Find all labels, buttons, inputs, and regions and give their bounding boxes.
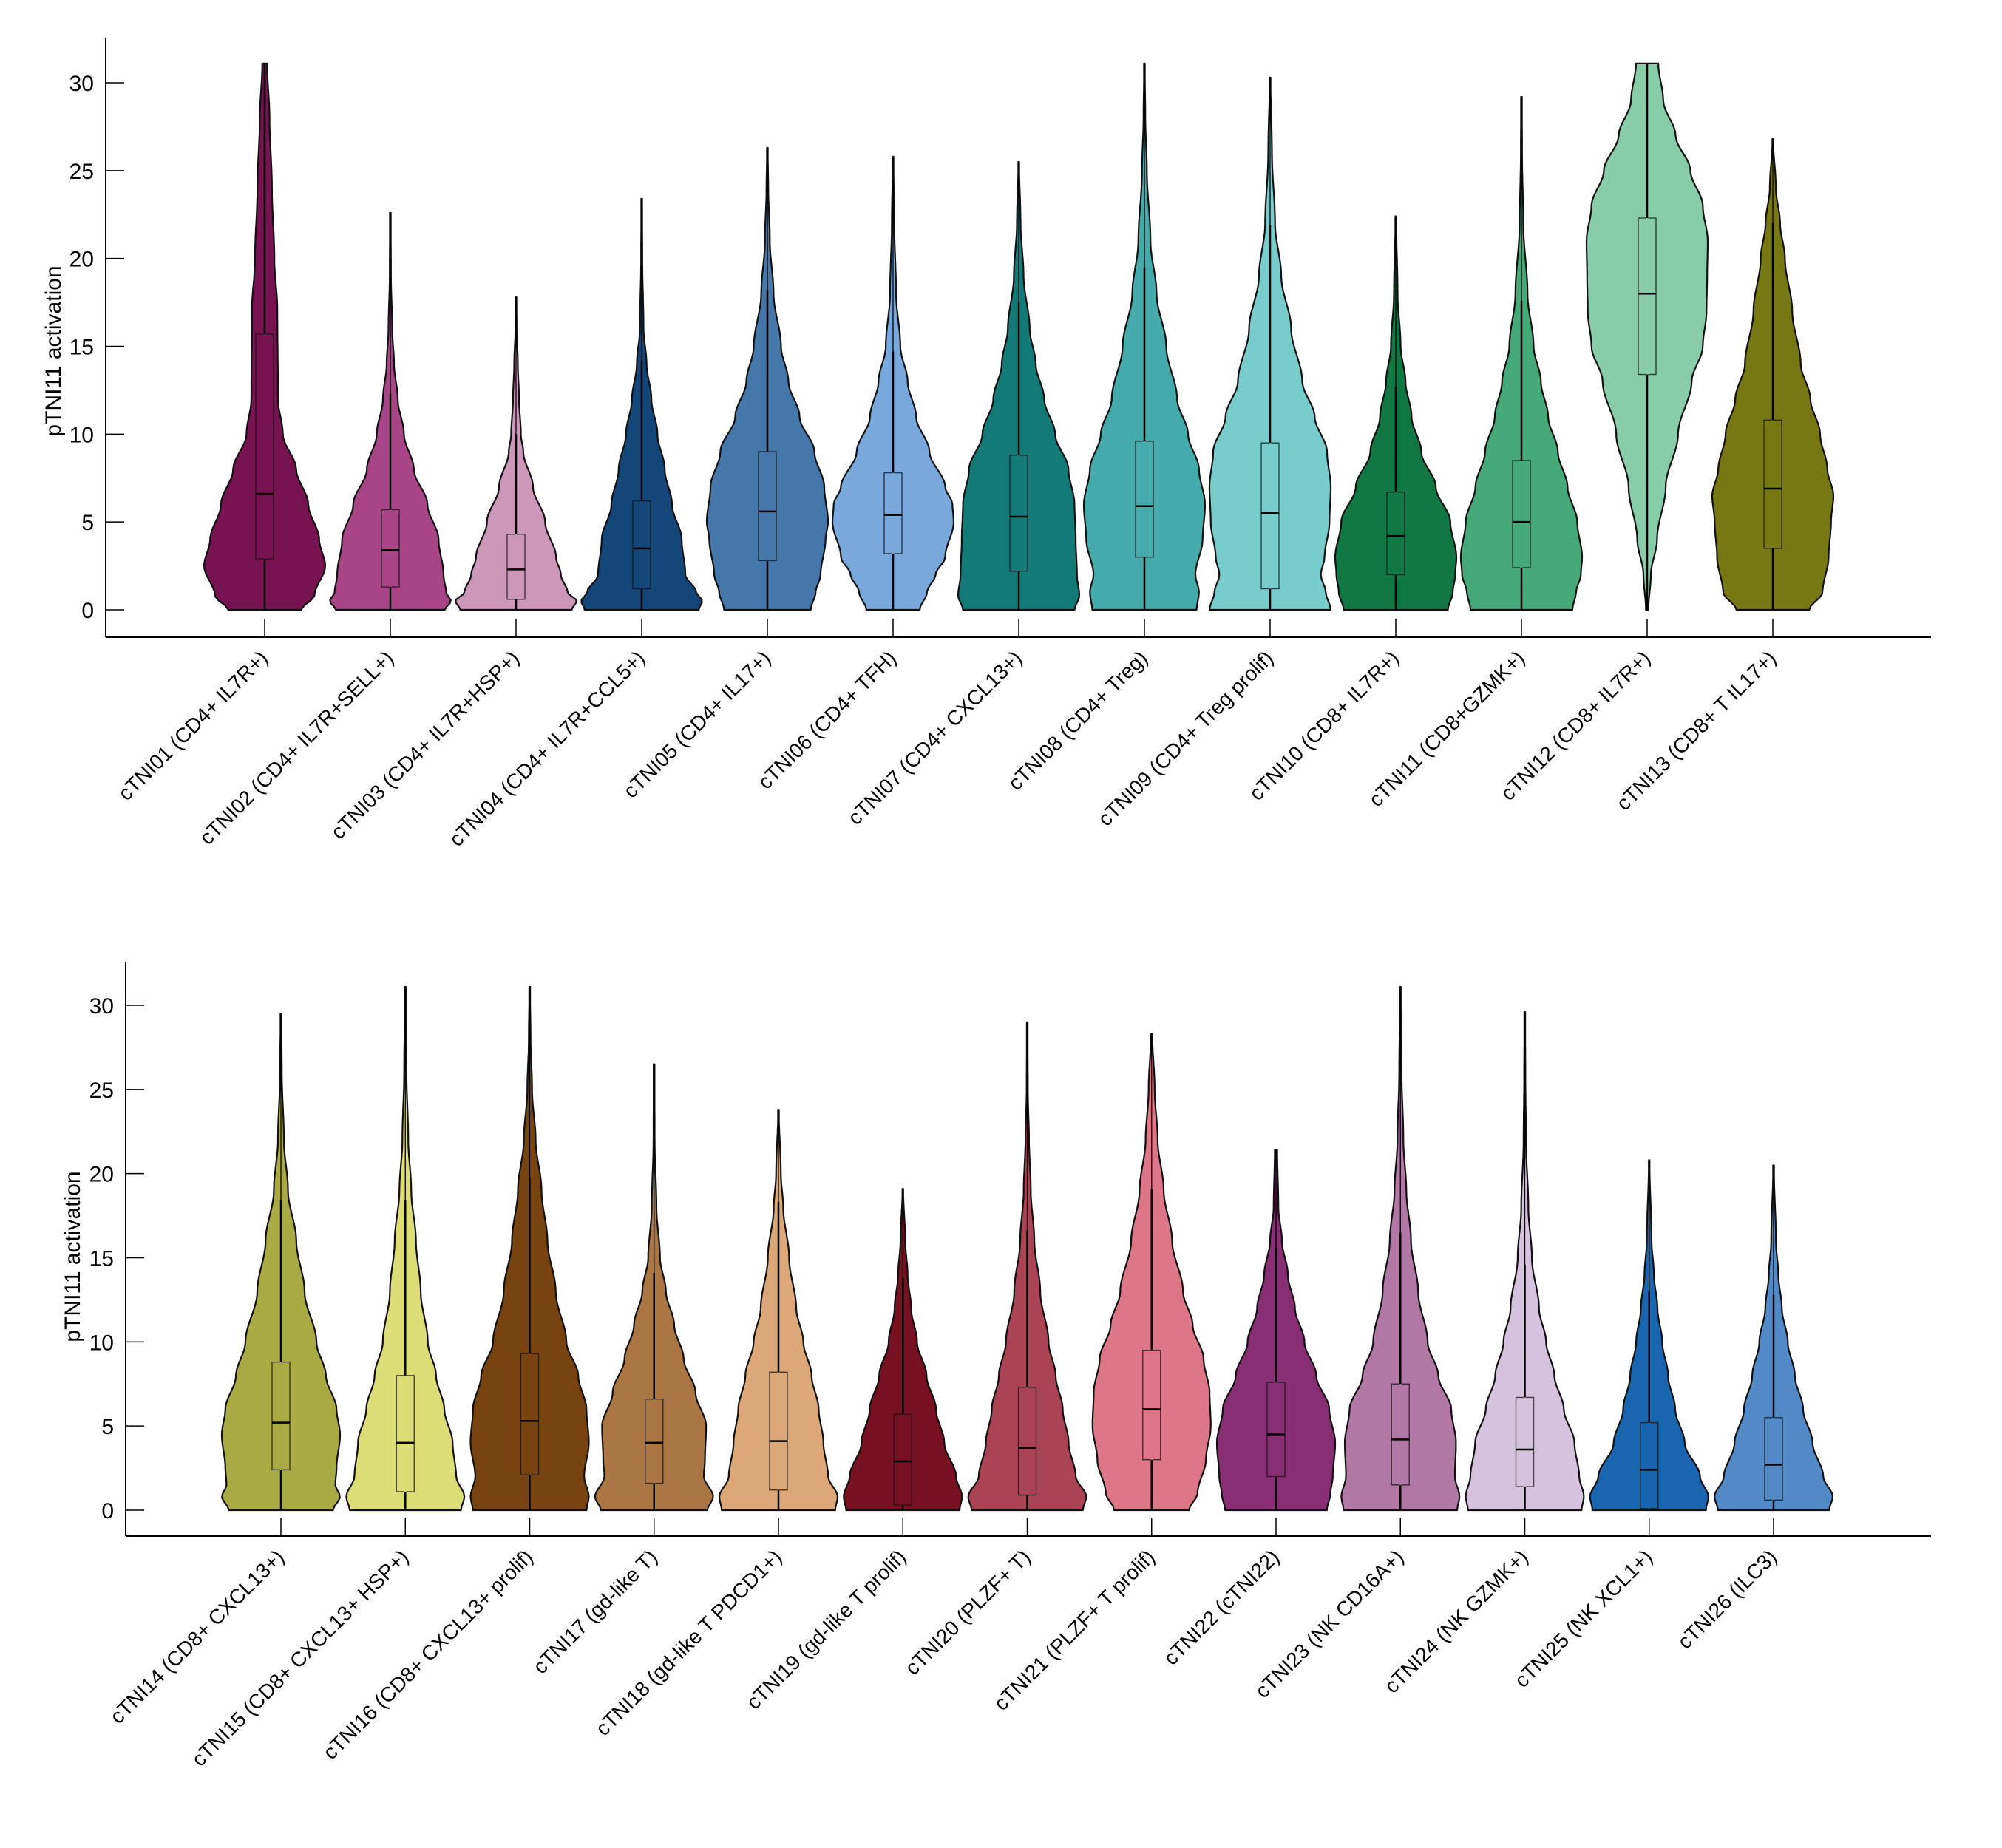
y-tick-label: 15 — [89, 1247, 114, 1271]
x-tick-label: cTNI04 (CD4+ IL7R+CCL5+) — [445, 646, 650, 851]
y-tick-label: 5 — [101, 1415, 114, 1439]
x-tick-label: cTNI06 (CD4+ TFH) — [753, 646, 900, 793]
x-tick-label: cTNI22 (cTNI22) — [1159, 1545, 1283, 1669]
y-tick-label: 20 — [69, 248, 94, 272]
x-tick-label: cTNI26 (ILC3) — [1673, 1545, 1781, 1653]
x-tick-label: cTNI24 (NK GZMK+) — [1380, 1545, 1533, 1697]
y-tick-label: 5 — [81, 511, 94, 535]
y-tick-label: 30 — [89, 994, 114, 1019]
x-tick-label: cTNI25 (NK XCL1+) — [1510, 1545, 1657, 1692]
y-tick-label: 10 — [69, 423, 94, 447]
y-tick-label: 25 — [69, 160, 94, 184]
x-tick-label: cTNI17 (gd-like T) — [529, 1545, 662, 1678]
y-tick-label: 0 — [81, 599, 94, 623]
y-tick-label: 20 — [89, 1163, 114, 1187]
x-tick-label: cTNI16 (CD8+ CXCL13+ prolif) — [319, 1545, 537, 1764]
y-tick-label: 15 — [69, 336, 94, 360]
y-tick-label: 25 — [89, 1078, 114, 1103]
y-axis-title-top: pTNI11 activation — [41, 265, 66, 436]
y-tick-label: 0 — [101, 1499, 114, 1523]
x-tick-label: cTNI15 (CD8+ CXCL13+ HSP+) — [187, 1545, 413, 1770]
x-tick-label: cTNI05 (CD4+ IL17+) — [619, 646, 775, 802]
y-tick-label: 30 — [69, 72, 94, 96]
x-tick-label: cTNI20 (PLZF+ T) — [900, 1545, 1035, 1679]
y-tick-label: 10 — [89, 1331, 114, 1355]
x-tick-label: cTNI08 (CD4+ Treg) — [1004, 646, 1153, 795]
y-axis-title-bottom: pTNI11 activation — [61, 1171, 85, 1342]
